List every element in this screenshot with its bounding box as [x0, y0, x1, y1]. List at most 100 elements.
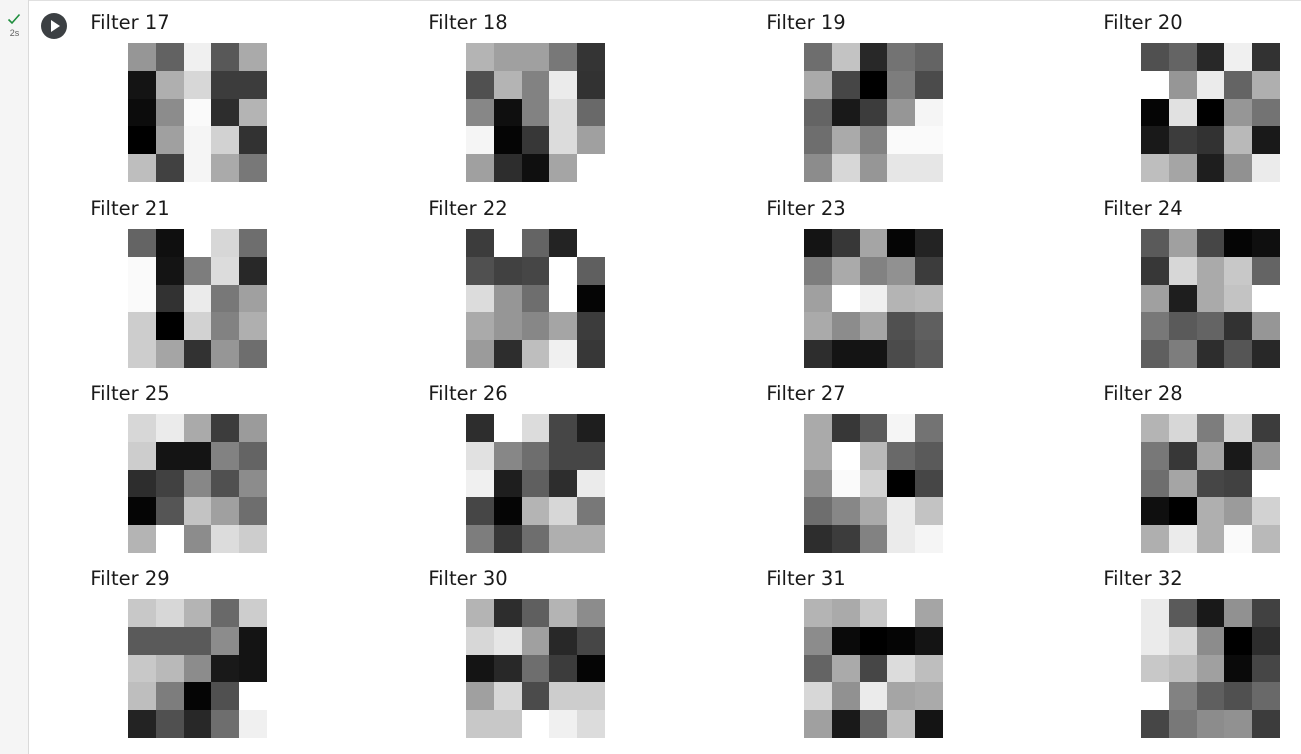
filter-pixel	[549, 414, 578, 442]
filter-pixel	[887, 229, 916, 257]
filter-pixel	[211, 497, 240, 526]
filter-pixel	[577, 414, 605, 442]
filter-pixel	[887, 710, 916, 738]
filter-pixel	[183, 340, 212, 368]
filter-pixel	[183, 70, 212, 99]
filter-pixel	[1196, 229, 1225, 257]
filter-pixel	[1252, 126, 1280, 155]
filter-pixel	[1224, 599, 1253, 627]
filter-pixel	[1168, 43, 1197, 71]
filter-pixel	[549, 312, 578, 341]
filter-pixel	[1168, 229, 1197, 257]
filter-image	[128, 229, 267, 368]
filter-image	[1141, 229, 1280, 368]
filter-pixel	[1196, 469, 1225, 498]
filter-pixel	[493, 43, 522, 71]
filter-pixel	[155, 70, 184, 99]
filter-pixel	[1168, 525, 1197, 553]
filter-pixel	[1196, 654, 1225, 683]
filter-pixel	[1252, 256, 1280, 285]
filter-pixel	[466, 654, 494, 683]
filter-pixel	[804, 497, 832, 526]
filter-pixel	[831, 599, 860, 627]
filter-pixel	[887, 154, 916, 182]
filter-pixel	[577, 70, 605, 99]
filter-pixel	[128, 525, 156, 553]
filter-pixel	[128, 98, 156, 127]
filter-pixel	[549, 626, 578, 655]
filter-pixel	[466, 98, 494, 127]
filter-pixel	[1168, 154, 1197, 182]
filter-image	[128, 414, 267, 553]
filter-pixel	[239, 340, 267, 368]
filter-pixel	[1224, 126, 1253, 155]
filter-pixel	[887, 469, 916, 498]
filter-pixel	[915, 710, 943, 738]
filter-pixel	[887, 414, 916, 442]
filter-pixel	[1168, 599, 1197, 627]
filter-pixel	[466, 256, 494, 285]
filter-pixel	[493, 682, 522, 711]
filter-pixel	[887, 284, 916, 313]
filter-pixel	[577, 710, 605, 738]
filter-pixel	[155, 441, 184, 470]
filter-pixel	[577, 229, 605, 257]
filter-pixel	[211, 599, 240, 627]
filter-pixel	[493, 70, 522, 99]
filter-pixel	[1168, 710, 1197, 738]
filter-pixel	[1252, 469, 1280, 498]
filter-pixel	[466, 626, 494, 655]
filter-pixel	[1168, 441, 1197, 470]
filter-pixel	[521, 256, 550, 285]
filter-pixel	[155, 497, 184, 526]
filter-pixel	[1252, 599, 1280, 627]
filter-pixel	[859, 70, 888, 99]
filter-pixel	[1141, 682, 1169, 711]
filter-pixel	[1196, 284, 1225, 313]
filter-pixel	[915, 626, 943, 655]
filter-pixel	[577, 441, 605, 470]
filter-pixel	[804, 126, 832, 155]
filter-pixel	[915, 70, 943, 99]
filter-pixel	[887, 43, 916, 71]
filter-pixel	[521, 154, 550, 182]
filter-pixel	[804, 626, 832, 655]
filter-pixel	[804, 710, 832, 738]
filter-pixel	[521, 710, 550, 738]
filter-pixel	[1168, 98, 1197, 127]
filter-pixel	[1168, 284, 1197, 313]
filter-pixel	[831, 626, 860, 655]
filter-pixel	[577, 154, 605, 182]
filter-pixel	[887, 626, 916, 655]
filter-pixel	[1196, 126, 1225, 155]
filter-title: Filter 28	[1103, 382, 1183, 405]
filter-pixel	[521, 626, 550, 655]
filter-pixel	[859, 98, 888, 127]
filter-pixel	[887, 126, 916, 155]
filter-pixel	[1141, 497, 1169, 526]
filter-pixel	[493, 98, 522, 127]
filter-pixel	[128, 626, 156, 655]
filter-pixel	[128, 312, 156, 341]
filter-pixel	[239, 154, 267, 182]
filter-title: Filter 17	[90, 11, 170, 34]
filter-pixel	[1252, 284, 1280, 313]
filter-pixel	[1252, 682, 1280, 711]
filter-pixel	[128, 256, 156, 285]
filter-pixel	[466, 682, 494, 711]
filter-pixel	[804, 599, 832, 627]
filter-pixel	[466, 284, 494, 313]
filter-pixel	[128, 154, 156, 182]
filter-pixel	[1252, 414, 1280, 442]
filter-pixel	[1141, 284, 1169, 313]
filter-pixel	[155, 626, 184, 655]
run-cell-button[interactable]	[41, 13, 67, 39]
filter-pixel	[1224, 654, 1253, 683]
filter-pixel	[1141, 98, 1169, 127]
play-icon	[51, 20, 60, 32]
filter-pixel	[549, 682, 578, 711]
filter-pixel	[155, 710, 184, 738]
filter-pixel	[239, 229, 267, 257]
filter-pixel	[549, 70, 578, 99]
filter-pixel	[1141, 525, 1169, 553]
